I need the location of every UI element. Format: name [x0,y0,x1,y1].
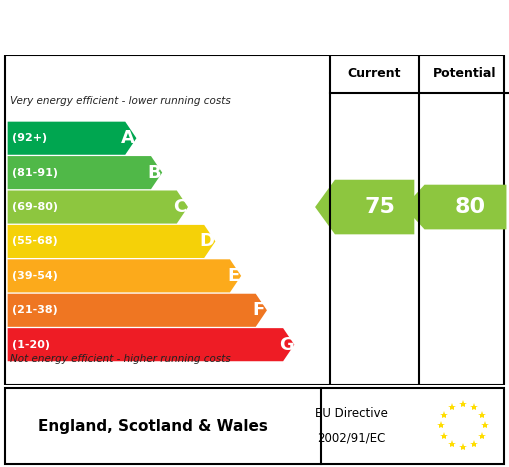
Text: 80: 80 [455,197,486,217]
Text: England, Scotland & Wales: England, Scotland & Wales [38,418,268,433]
Text: (69-80): (69-80) [12,202,58,212]
Text: D: D [200,233,215,250]
Polygon shape [8,225,215,258]
Text: (21-38): (21-38) [12,305,58,315]
Polygon shape [8,156,162,189]
Text: (39-54): (39-54) [12,271,58,281]
Text: F: F [252,301,265,319]
Text: A: A [121,129,135,147]
Text: 2002/91/EC: 2002/91/EC [317,432,385,445]
Text: Very energy efficient - lower running costs: Very energy efficient - lower running co… [10,96,231,106]
Text: Energy Efficiency Rating: Energy Efficiency Rating [15,17,322,37]
Polygon shape [8,122,136,155]
Text: (1-20): (1-20) [12,340,50,350]
Polygon shape [8,191,188,224]
Text: E: E [227,267,239,285]
Text: (81-91): (81-91) [12,168,58,177]
Text: C: C [173,198,186,216]
Polygon shape [404,184,506,229]
Polygon shape [8,328,294,361]
Text: Potential: Potential [433,67,496,80]
Polygon shape [315,180,414,234]
Polygon shape [8,294,267,327]
Text: Not energy efficient - higher running costs: Not energy efficient - higher running co… [10,354,231,363]
Text: G: G [279,336,294,354]
Text: B: B [147,163,161,182]
Text: (55-68): (55-68) [12,236,58,247]
Polygon shape [8,259,241,292]
Text: 75: 75 [364,197,395,217]
Text: EU Directive: EU Directive [315,407,388,420]
Text: Current: Current [348,67,402,80]
Text: (92+): (92+) [12,133,47,143]
